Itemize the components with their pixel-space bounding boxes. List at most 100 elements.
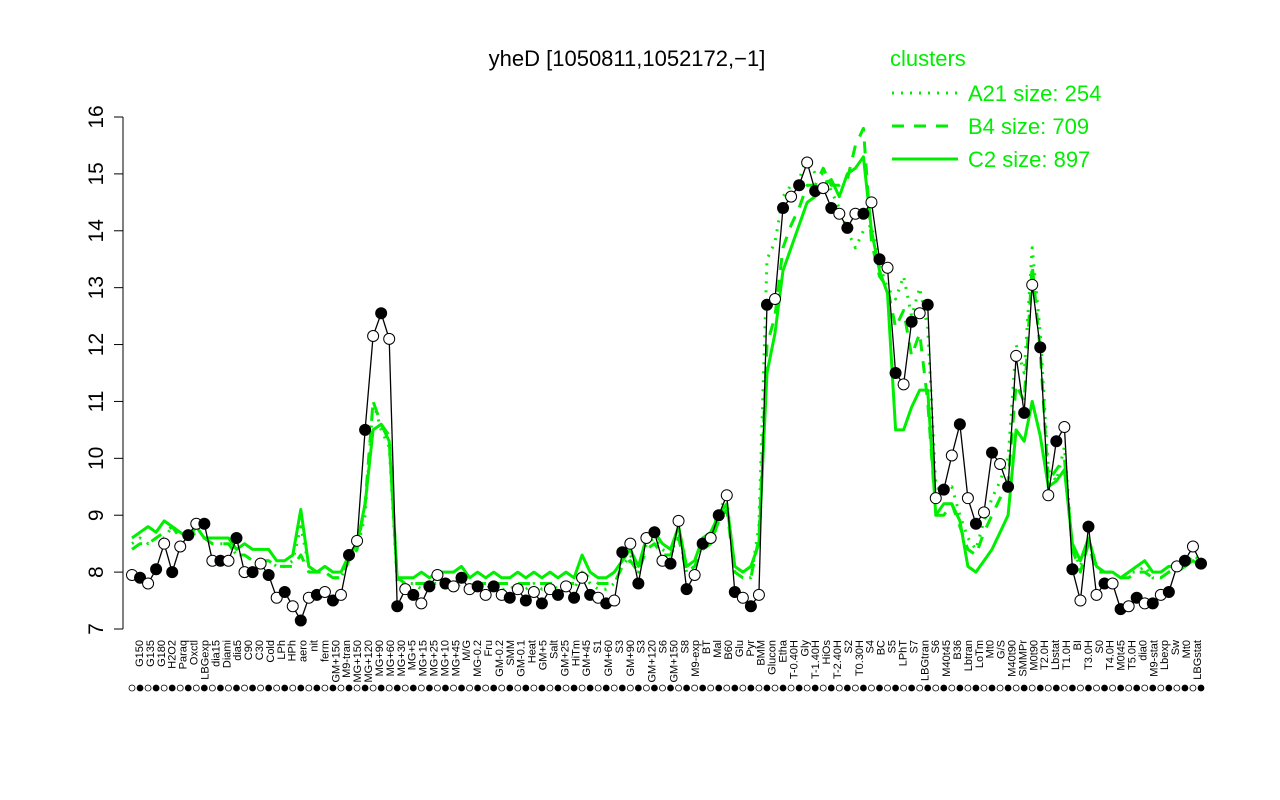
- cluster-line-solid: [131, 155, 1202, 580]
- x-tick-label: M40t90: [1007, 640, 1019, 677]
- x-tick-label: Mal: [712, 640, 724, 658]
- y-tick-label: 12: [85, 333, 108, 356]
- data-point: [535, 597, 548, 610]
- y-tick-label: 16: [85, 105, 108, 128]
- condition-marker: [594, 684, 602, 692]
- condition-marker: [200, 684, 208, 692]
- data-point: [640, 531, 653, 544]
- data-point: [632, 577, 645, 590]
- data-point: [479, 588, 492, 601]
- condition-marker: [626, 684, 634, 692]
- data-point: [511, 583, 524, 596]
- condition-marker: [450, 684, 457, 692]
- x-tick-label: Glu: [734, 640, 746, 657]
- x-tick-label: Oxctl: [189, 640, 201, 665]
- condition-marker: [1028, 684, 1036, 692]
- data-point: [576, 571, 589, 584]
- y-tick-label: 14: [85, 219, 108, 243]
- data-point: [166, 566, 179, 579]
- data-point: [760, 298, 773, 311]
- x-tick-label: B36: [952, 640, 964, 660]
- x-tick-label: GM+90: [625, 640, 637, 676]
- condition-marker: [546, 684, 554, 692]
- data-point: [551, 588, 564, 601]
- data-point: [318, 586, 331, 599]
- x-tick-label: LPhT: [897, 640, 909, 667]
- data-point: [736, 591, 749, 604]
- data-point: [1195, 557, 1207, 570]
- condition-marker: [651, 684, 658, 692]
- data-point: [769, 293, 782, 306]
- data-point: [897, 378, 910, 391]
- condition-marker: [1149, 684, 1157, 692]
- data-point: [254, 557, 267, 570]
- condition-marker: [843, 684, 851, 692]
- data-point: [937, 483, 950, 496]
- condition-marker: [715, 684, 723, 692]
- data-point: [158, 537, 171, 550]
- condition-marker: [956, 684, 964, 692]
- legend-label: B4 size: 709: [968, 114, 1089, 139]
- x-tick-labels: G150G135G180H2O2ParaqOxctlLBGexpdia15Dia…: [128, 639, 1205, 692]
- condition-marker: [409, 684, 417, 692]
- y-tick-label: 7: [85, 623, 108, 635]
- x-tick-label: LBGtran: [919, 640, 931, 681]
- x-tick-label: Mt0: [1181, 640, 1193, 658]
- data-point: [841, 221, 854, 234]
- data-point: [648, 526, 661, 539]
- x-tick-label: M9-stat: [1148, 640, 1160, 677]
- x-tick-label: B60: [723, 640, 735, 660]
- condition-marker: [699, 684, 707, 692]
- x-tick-label: MG+90: [374, 640, 386, 676]
- condition-marker: [498, 684, 506, 692]
- data-point: [568, 591, 581, 604]
- x-tick-label: HiOs: [821, 640, 833, 665]
- x-tick-label: C90: [243, 640, 255, 660]
- condition-marker: [634, 684, 642, 692]
- condition-marker: [570, 684, 578, 692]
- legend-label: A21 size: 254: [968, 81, 1101, 106]
- data-point: [929, 492, 942, 505]
- data-point: [905, 315, 918, 328]
- condition-marker: [988, 684, 996, 692]
- x-tick-label: T3.0H: [1083, 640, 1095, 670]
- data-point: [375, 307, 388, 320]
- condition-marker: [868, 684, 875, 692]
- condition-marker: [305, 684, 313, 692]
- condition-marker: [747, 684, 755, 692]
- x-tick-label: MG-0.2: [472, 640, 484, 677]
- x-tick-label: MG+120: [363, 640, 375, 683]
- condition-marker: [353, 684, 361, 692]
- condition-marker: [1133, 684, 1141, 692]
- condition-marker: [1068, 684, 1076, 692]
- x-tick-label: M0t45: [1116, 640, 1128, 671]
- condition-marker: [562, 684, 570, 692]
- data-point: [1074, 594, 1087, 607]
- x-tick-label: T0.30H: [854, 640, 866, 676]
- x-tick-label: HPh: [287, 640, 299, 661]
- x-tick-label: Sw: [1170, 640, 1182, 655]
- condition-marker: [273, 684, 281, 692]
- data-point: [431, 568, 444, 581]
- condition-marker: [321, 684, 329, 692]
- condition-marker: [827, 684, 835, 692]
- condition-marker: [723, 684, 731, 692]
- condition-marker: [458, 684, 465, 692]
- legend: clusters A21 size: 254 B4 size: 709 C2 siz…: [890, 46, 1101, 172]
- condition-marker: [1020, 684, 1028, 692]
- data-point: [1010, 349, 1023, 362]
- x-tick-label: MG+15: [418, 640, 430, 676]
- data-point: [455, 571, 468, 584]
- condition-marker: [514, 684, 522, 692]
- data-point: [326, 594, 339, 607]
- x-tick-label: dia15: [210, 640, 222, 667]
- data-point: [230, 531, 243, 544]
- x-tick-label: T5.0H: [1126, 640, 1138, 670]
- data-point: [351, 534, 364, 547]
- condition-marker: [313, 684, 321, 692]
- x-tick-label: MG+10: [439, 640, 451, 676]
- x-tick-label: T1.0H: [1061, 640, 1073, 670]
- data-point: [367, 330, 380, 343]
- condition-marker: [474, 684, 482, 692]
- data-point: [150, 563, 163, 576]
